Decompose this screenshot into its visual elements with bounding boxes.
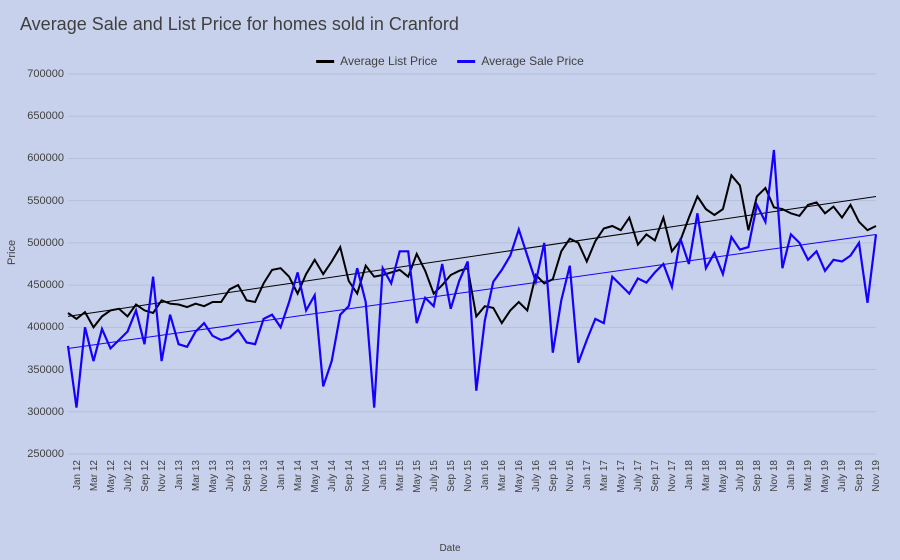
x-axis-label: Date — [439, 543, 460, 554]
xtick-label: Mar 15 — [395, 460, 406, 491]
ytick-label: 350000 — [27, 364, 64, 376]
xtick-label: July 19 — [837, 460, 848, 492]
ytick-label: 650000 — [27, 110, 64, 122]
plot-area — [68, 74, 876, 454]
xtick-label: Sep 17 — [650, 460, 661, 492]
xtick-label: July 12 — [123, 460, 134, 492]
xtick-label: Mar 13 — [191, 460, 202, 491]
xtick-label: Jan 17 — [582, 460, 593, 490]
xtick-label: Nov 13 — [259, 460, 270, 492]
y-axis-label: Price — [6, 240, 18, 265]
xtick-label: Jan 19 — [786, 460, 797, 490]
xtick-label: Mar 14 — [293, 460, 304, 491]
xtick-label: Mar 12 — [89, 460, 100, 491]
xtick-label: May 15 — [412, 460, 423, 493]
xtick-label: Sep 13 — [242, 460, 253, 492]
xtick-label: Sep 16 — [548, 460, 559, 492]
xtick-label: Jan 18 — [684, 460, 695, 490]
legend: Average List Price Average Sale Price — [316, 54, 584, 68]
legend-item-list: Average List Price — [316, 54, 437, 68]
xtick-label: Mar 17 — [599, 460, 610, 491]
xtick-label: July 16 — [531, 460, 542, 492]
xtick-label: Sep 14 — [344, 460, 355, 492]
ytick-label: 600000 — [27, 152, 64, 164]
xtick-label: Nov 18 — [769, 460, 780, 492]
xtick-label: Mar 16 — [497, 460, 508, 491]
ytick-label: 450000 — [27, 279, 64, 291]
xtick-label: May 19 — [820, 460, 831, 493]
legend-swatch-list — [316, 60, 334, 63]
ytick-label: 500000 — [27, 237, 64, 249]
xtick-label: Sep 12 — [140, 460, 151, 492]
xtick-label: July 15 — [429, 460, 440, 492]
xtick-label: Sep 18 — [752, 460, 763, 492]
xtick-label: July 17 — [633, 460, 644, 492]
xtick-label: May 14 — [310, 460, 321, 493]
xtick-label: Sep 15 — [446, 460, 457, 492]
xtick-label: Jan 16 — [480, 460, 491, 490]
legend-label-list: Average List Price — [340, 54, 437, 68]
series-line — [68, 150, 876, 408]
ytick-label: 700000 — [27, 68, 64, 80]
xtick-label: Mar 19 — [803, 460, 814, 491]
xtick-label: May 13 — [208, 460, 219, 493]
xtick-label: May 16 — [514, 460, 525, 493]
plot-svg — [68, 74, 876, 454]
xtick-label: Nov 19 — [871, 460, 882, 492]
ytick-label: 300000 — [27, 406, 64, 418]
xtick-label: Nov 12 — [157, 460, 168, 492]
ytick-label: 250000 — [27, 448, 64, 460]
xtick-label: July 13 — [225, 460, 236, 492]
legend-swatch-sale — [457, 60, 475, 63]
xtick-label: May 18 — [718, 460, 729, 493]
legend-label-sale: Average Sale Price — [481, 54, 584, 68]
xtick-label: Mar 18 — [701, 460, 712, 491]
xtick-label: May 12 — [106, 460, 117, 493]
xtick-label: Nov 15 — [463, 460, 474, 492]
chart-title: Average Sale and List Price for homes so… — [20, 14, 459, 35]
xtick-label: Jan 14 — [276, 460, 287, 490]
xtick-label: Nov 16 — [565, 460, 576, 492]
xtick-label: May 17 — [616, 460, 627, 493]
xtick-label: Nov 17 — [667, 460, 678, 492]
xtick-label: Jan 15 — [378, 460, 389, 490]
xtick-label: Jan 12 — [72, 460, 83, 490]
xtick-label: Nov 14 — [361, 460, 372, 492]
ytick-label: 550000 — [27, 195, 64, 207]
xtick-label: Sep 19 — [854, 460, 865, 492]
xtick-label: Jan 13 — [174, 460, 185, 490]
xtick-label: July 14 — [327, 460, 338, 492]
ytick-label: 400000 — [27, 321, 64, 333]
xtick-label: July 18 — [735, 460, 746, 492]
legend-item-sale: Average Sale Price — [457, 54, 584, 68]
